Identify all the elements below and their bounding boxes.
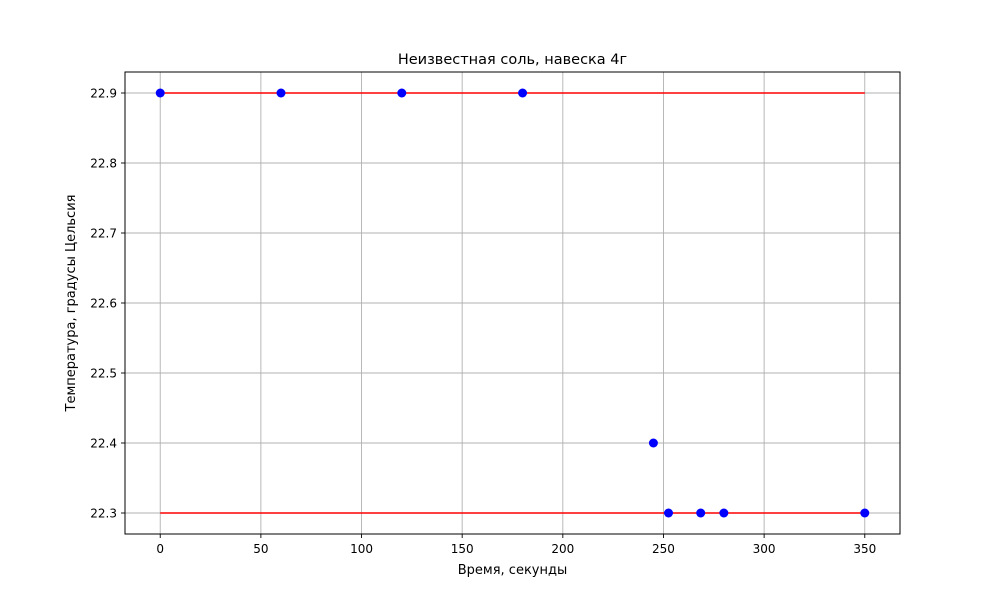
- x-tick-label: 350: [853, 542, 876, 556]
- y-tick-label: 22.6: [90, 297, 117, 311]
- data-point: [397, 88, 407, 98]
- y-tick-label: 22.9: [90, 87, 117, 101]
- data-point: [664, 508, 674, 518]
- x-tick-label: 100: [350, 542, 373, 556]
- data-point: [860, 508, 870, 518]
- series-layer: [155, 88, 870, 518]
- chart-title: Неизвестная соль, навеска 4г: [398, 52, 627, 68]
- y-tick-label: 22.7: [90, 227, 117, 241]
- x-tick-label: 0: [156, 542, 164, 556]
- ticks-layer: 0 50 100 150 200 250 300 350 22.3 22.4 22.5 22.6 22.…: [90, 87, 876, 557]
- data-point: [696, 508, 706, 518]
- data-point: [719, 508, 729, 518]
- data-point: [155, 88, 165, 98]
- y-tick-label: 22.4: [90, 437, 117, 451]
- y-tick-label: 22.8: [90, 157, 117, 171]
- x-tick-label: 150: [451, 542, 474, 556]
- grid-layer: [125, 72, 900, 534]
- y-tick-label: 22.3: [90, 507, 117, 521]
- x-tick-label: 200: [551, 542, 574, 556]
- data-point: [518, 88, 528, 98]
- data-point: [276, 88, 286, 98]
- x-axis-label: Время, секунды: [458, 563, 568, 578]
- x-tick-label: 50: [253, 542, 268, 556]
- x-tick-label: 300: [753, 542, 776, 556]
- y-axis-label: Температура, градусы Цельсия: [64, 195, 79, 413]
- x-tick-label: 250: [652, 542, 675, 556]
- data-point: [648, 438, 658, 448]
- y-tick-label: 22.5: [90, 367, 117, 381]
